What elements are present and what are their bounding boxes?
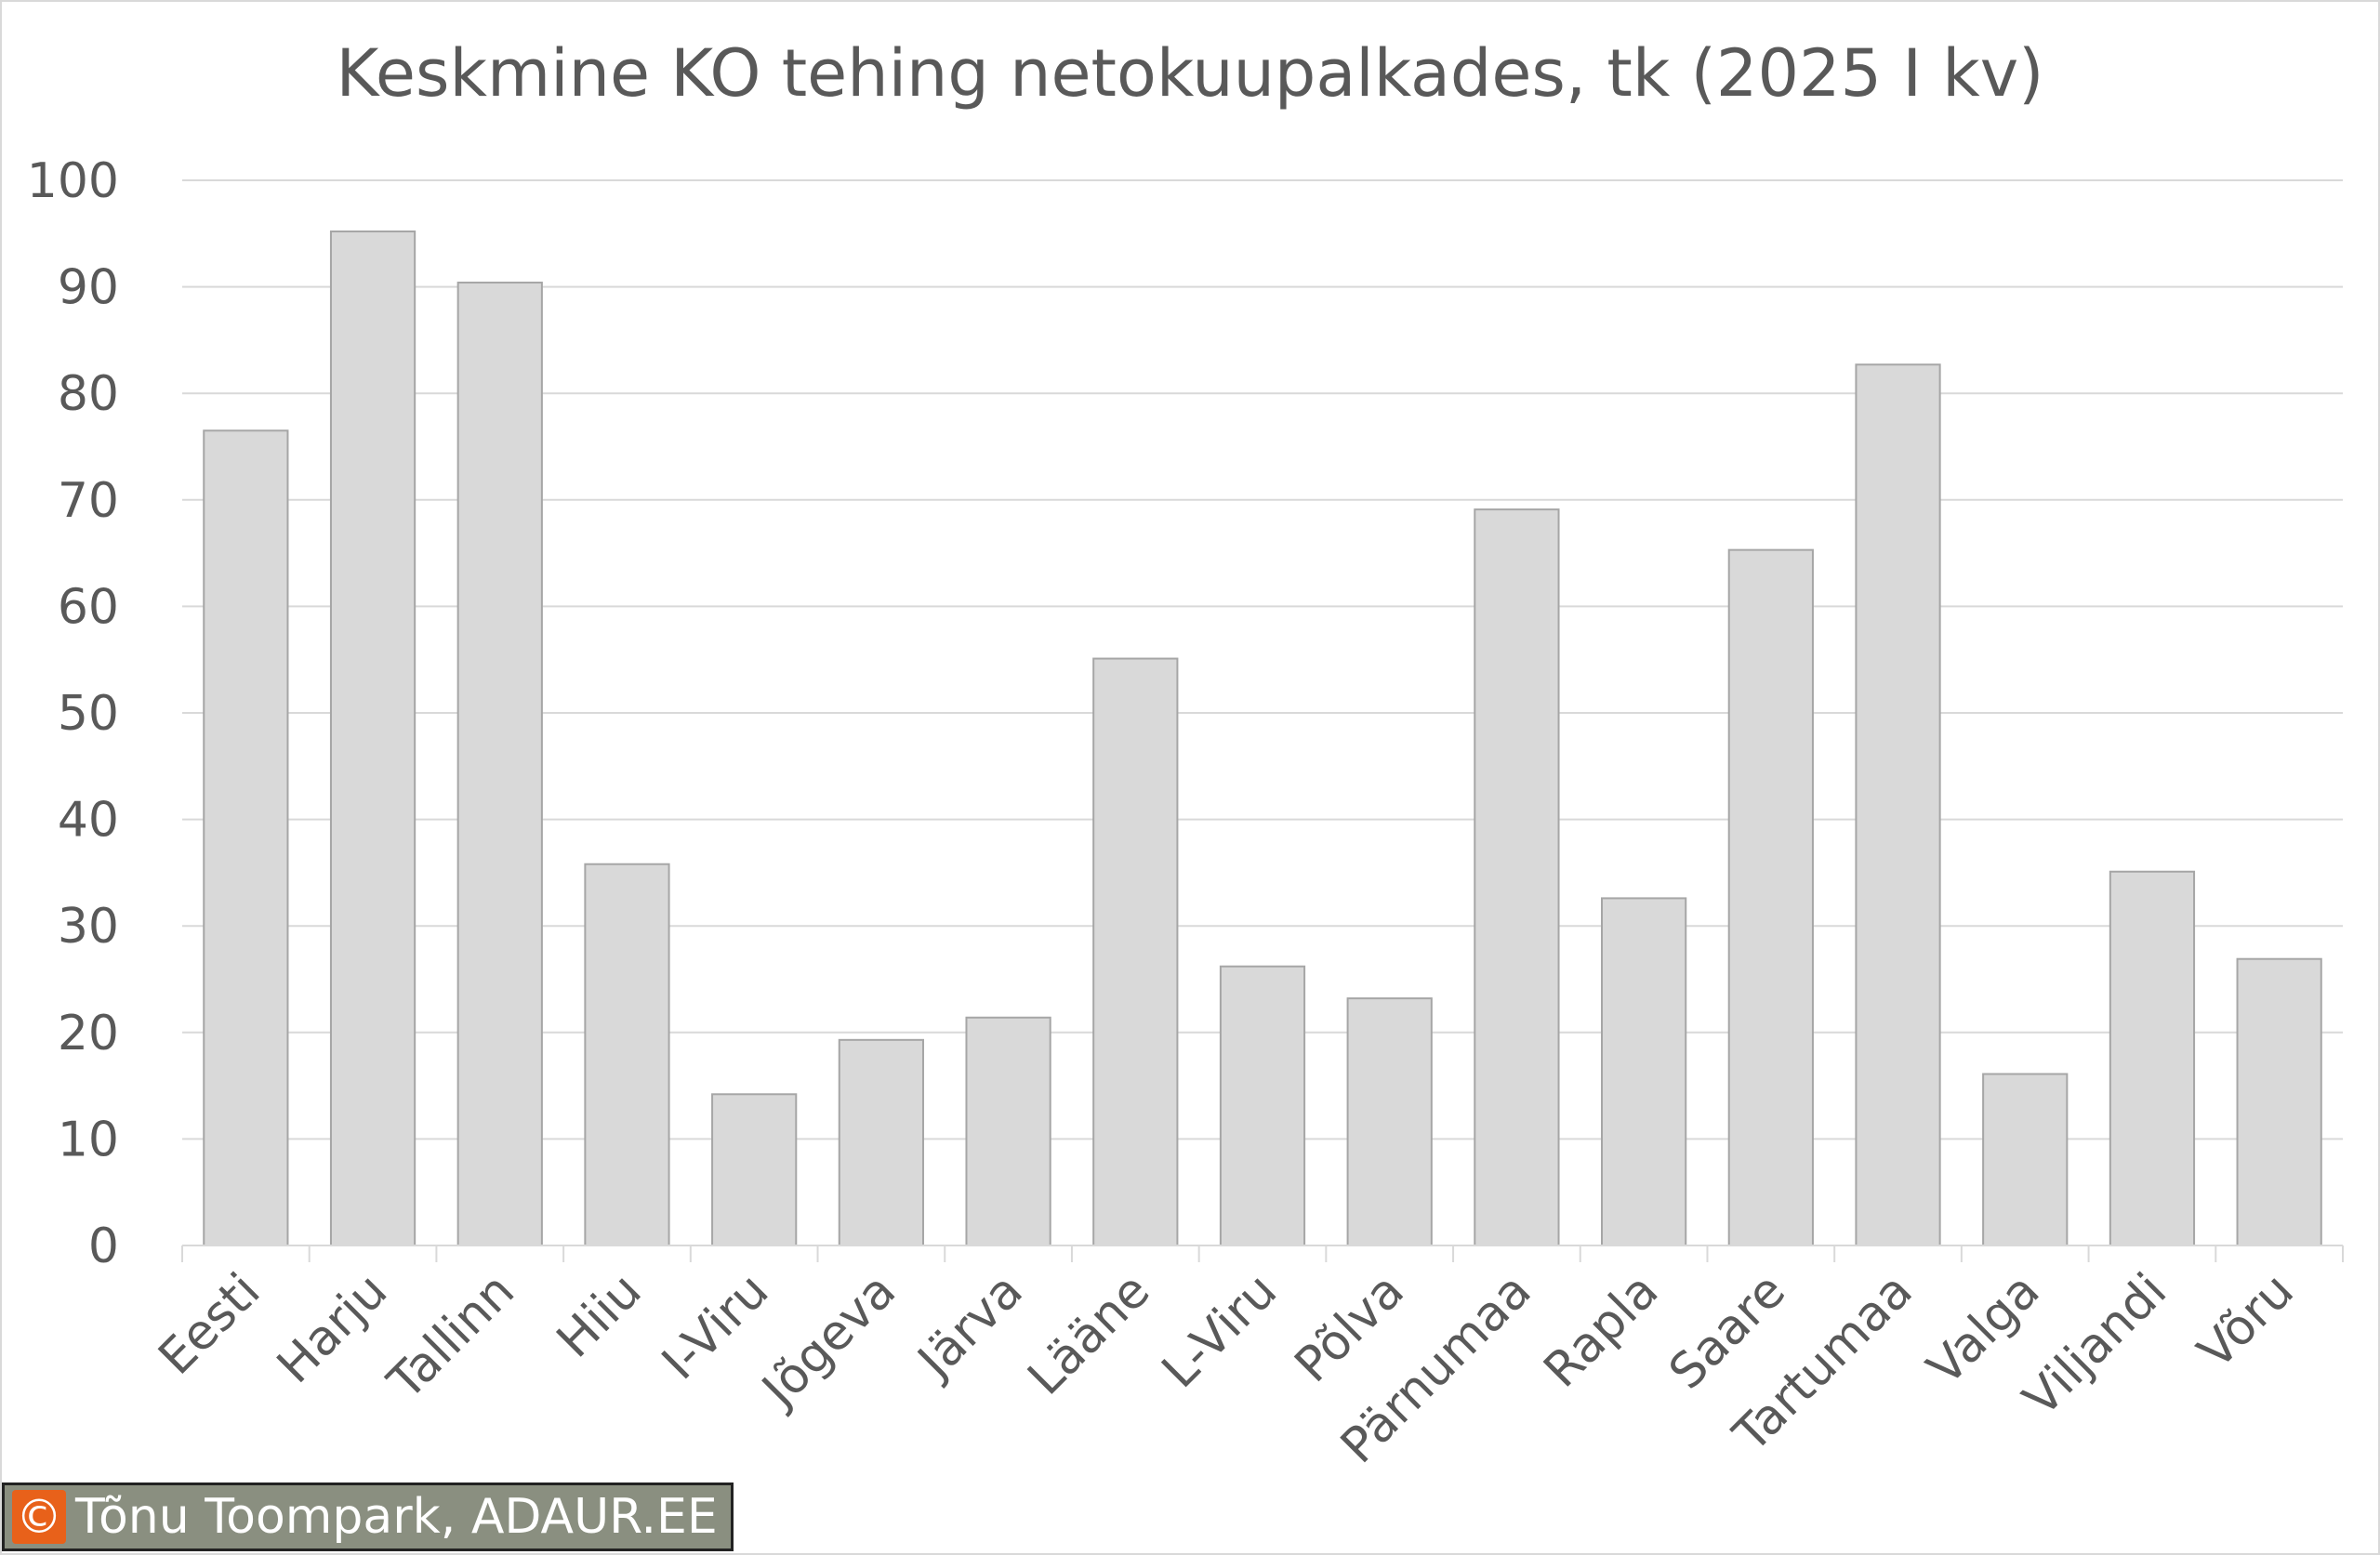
y-tick-label: 30 xyxy=(58,899,119,955)
y-tick-label: 20 xyxy=(58,1006,119,1061)
bar-lääne xyxy=(1092,657,1179,1246)
bar-jõgeva xyxy=(838,1038,924,1247)
y-axis-ticks: 0 10 20 30 40 50 60 70 80 90 100 xyxy=(27,153,119,1274)
bar-põlva xyxy=(1346,997,1433,1247)
y-tick-label: 50 xyxy=(58,686,119,742)
bar-hiiu xyxy=(584,863,670,1246)
bar-i-viru xyxy=(711,1093,798,1246)
x-tick-label: L-Viru xyxy=(1152,1263,1288,1399)
x-tick-label: Jõgeva xyxy=(750,1263,906,1419)
bar-eesti xyxy=(203,429,289,1246)
x-tick-label: Hiiu xyxy=(547,1263,653,1369)
y-tick-label: 10 xyxy=(58,1112,119,1167)
bar-rapla xyxy=(1601,897,1687,1246)
bar-l-viru xyxy=(1219,965,1306,1247)
y-tick-label: 0 xyxy=(88,1219,119,1274)
bar-saare xyxy=(1727,548,1814,1246)
credit-text: Tõnu Toompark, ADAUR.EE xyxy=(75,1489,718,1545)
y-tick-label: 40 xyxy=(58,793,119,849)
bar-järva xyxy=(965,1016,1051,1246)
x-tick-label: Viljandi xyxy=(2013,1263,2177,1428)
y-tick-label: 80 xyxy=(58,366,119,422)
credit-badge: © Tõnu Toompark, ADAUR.EE xyxy=(2,1483,734,1551)
y-tick-label: 100 xyxy=(27,153,119,209)
x-tick-label: Tallinn xyxy=(377,1263,525,1411)
y-tick-label: 70 xyxy=(58,473,119,529)
x-tick-label: Järva xyxy=(906,1263,1033,1390)
y-tick-label: 60 xyxy=(58,579,119,635)
bars xyxy=(203,231,2322,1247)
bar-tallinn xyxy=(456,282,543,1246)
bar-tartumaa xyxy=(1855,363,1941,1246)
x-tick-label: Lääne xyxy=(1018,1263,1161,1406)
x-tick-label: Rapla xyxy=(1534,1263,1670,1399)
x-tick-label: Eesti xyxy=(148,1263,271,1386)
bar-võru xyxy=(2236,957,2322,1246)
bar-pärnumaa xyxy=(1474,508,1560,1246)
chart-title: Keskmine KO tehing netokuupalkades, tk (… xyxy=(336,35,2044,112)
x-tick-label: Võru xyxy=(2188,1263,2305,1380)
y-tick-label: 90 xyxy=(58,260,119,316)
bar-viljandi xyxy=(2109,870,2196,1247)
bar-harju xyxy=(329,231,416,1246)
bar-valga xyxy=(1982,1073,2069,1247)
copyright-icon: © xyxy=(12,1490,66,1544)
x-tick-label: Harju xyxy=(267,1263,398,1394)
